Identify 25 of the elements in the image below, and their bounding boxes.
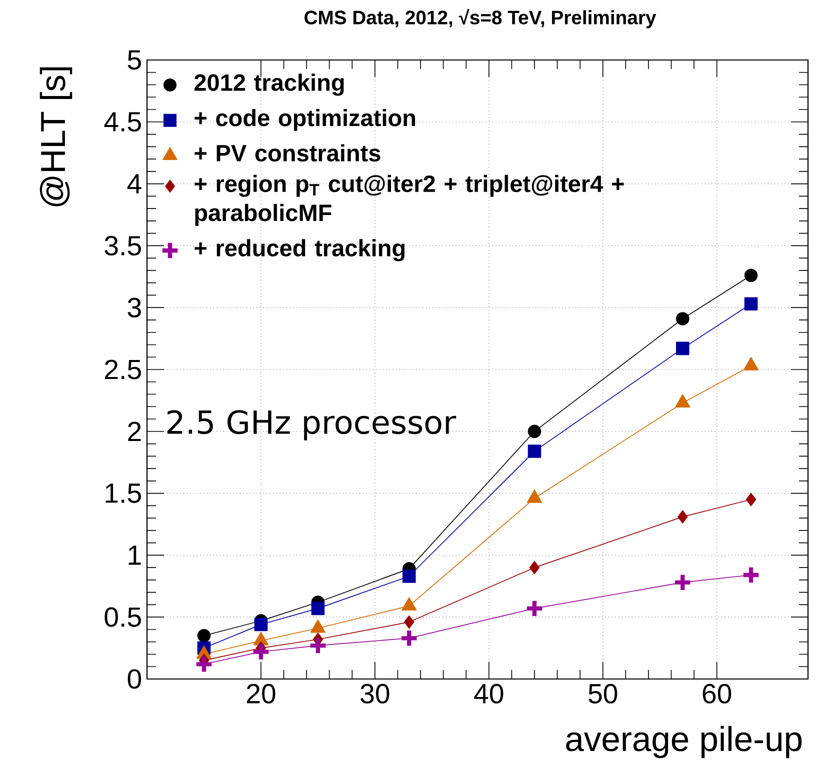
legend-label: + region p$_{T}$ cut@iter2 + triplet@iter4 + parabolicMF bbox=[194, 174, 624, 226]
y-tick-label: 3.5 bbox=[104, 236, 141, 256]
x-axis-title: average pile-up bbox=[566, 726, 802, 758]
y-tick-label: 5 bbox=[128, 50, 141, 70]
y-tick-label: 3 bbox=[128, 298, 141, 318]
y-tick-label: 4.5 bbox=[104, 112, 141, 132]
x-tick-label: 20 bbox=[246, 684, 276, 704]
x-tick-label: 40 bbox=[474, 684, 504, 704]
chart-title: CMS Data, 2012, √s=8 TeV, Preliminary bbox=[304, 8, 656, 28]
legend-label: + code optimization bbox=[194, 109, 416, 131]
x-tick-label: 30 bbox=[360, 684, 390, 704]
x-tick-label: 50 bbox=[588, 684, 618, 704]
y-tick-label: 2.5 bbox=[105, 360, 141, 380]
y-tick-label: 0.5 bbox=[104, 607, 141, 627]
y-tick-label: 2 bbox=[128, 422, 141, 442]
y-axis-title: @HLT [s] bbox=[40, 67, 72, 206]
legend-label: + PV constraints bbox=[194, 144, 380, 162]
legend-label: 2012 tracking bbox=[194, 74, 344, 96]
x-tick-label: 60 bbox=[702, 684, 732, 704]
y-tick-label: 0 bbox=[128, 669, 142, 689]
annotation: 2.5 GHz processor bbox=[167, 410, 456, 440]
y-tick-label: 1 bbox=[128, 546, 141, 565]
legend-label: + reduced tracking bbox=[194, 239, 405, 262]
y-tick-label: 1.5 bbox=[106, 484, 141, 503]
y-tick-label: 4 bbox=[127, 174, 142, 194]
